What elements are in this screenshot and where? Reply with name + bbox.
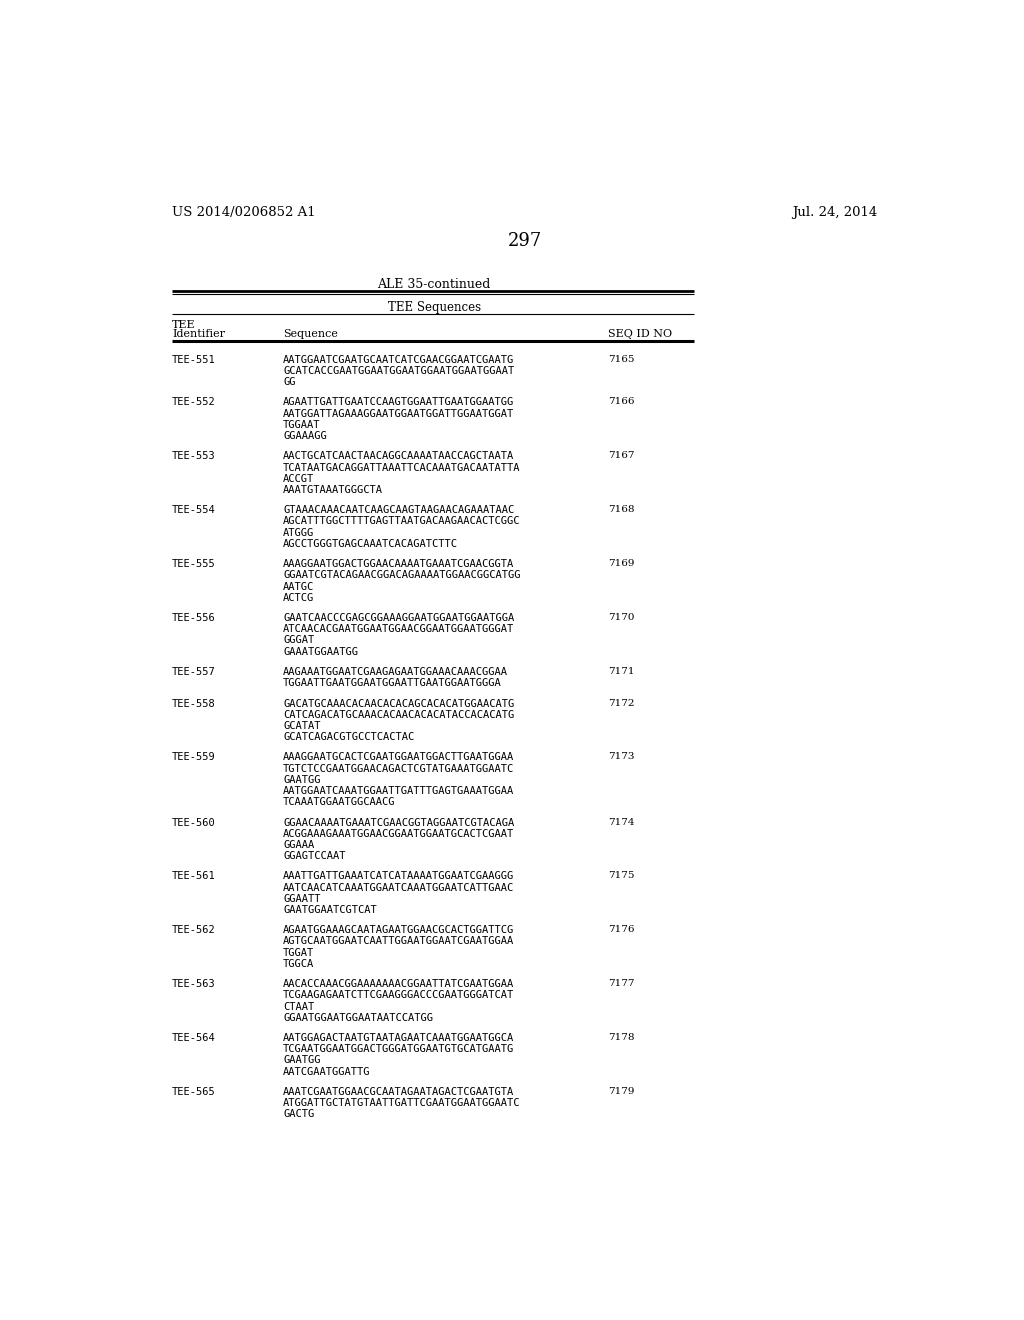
Text: TEE-564: TEE-564 bbox=[172, 1034, 216, 1043]
Text: GTAAACAAACAATCAAGCAAGTAAGAACAGAAATAAC: GTAAACAAACAATCAAGCAAGTAAGAACAGAAATAAC bbox=[283, 506, 514, 515]
Text: 7172: 7172 bbox=[608, 698, 635, 708]
Text: 7176: 7176 bbox=[608, 925, 635, 935]
Text: TEE-557: TEE-557 bbox=[172, 667, 216, 677]
Text: TEE-552: TEE-552 bbox=[172, 397, 216, 408]
Text: AATGGAGACTAATGTAATAGAATCAAATGGAATGGCA: AATGGAGACTAATGTAATAGAATCAAATGGAATGGCA bbox=[283, 1034, 514, 1043]
Text: ACCGT: ACCGT bbox=[283, 474, 314, 483]
Text: GAATGG: GAATGG bbox=[283, 1056, 321, 1065]
Text: GGAAAGG: GGAAAGG bbox=[283, 430, 327, 441]
Text: GAATGG: GAATGG bbox=[283, 775, 321, 785]
Text: ATCAACACGAATGGAATGGAACGGAATGGAATGGGAT: ATCAACACGAATGGAATGGAACGGAATGGAATGGGAT bbox=[283, 624, 514, 634]
Text: AACTGCATCAACTAACAGGCAAAATAACCAGCTAATA: AACTGCATCAACTAACAGGCAAAATAACCAGCTAATA bbox=[283, 451, 514, 462]
Text: ACGGAAAGAAATGGAACGGAATGGAATGCACTCGAAT: ACGGAAAGAAATGGAACGGAATGGAATGCACTCGAAT bbox=[283, 829, 514, 838]
Text: GGAAA: GGAAA bbox=[283, 840, 314, 850]
Text: TEE-560: TEE-560 bbox=[172, 817, 216, 828]
Text: GACATGCAAACACAACACACAGCACACATGGAACATG: GACATGCAAACACAACACACAGCACACATGGAACATG bbox=[283, 698, 514, 709]
Text: AATCAACATCAAATGGAATCAAATGGAATCATTGAAC: AATCAACATCAAATGGAATCAAATGGAATCATTGAAC bbox=[283, 883, 514, 892]
Text: GCATCAGACGTGCCTCACTAC: GCATCAGACGTGCCTCACTAC bbox=[283, 733, 415, 742]
Text: 7177: 7177 bbox=[608, 979, 635, 989]
Text: AAATCGAATGGAACGCAATAGAATAGACTCGAATGTA: AAATCGAATGGAACGCAATAGAATAGACTCGAATGTA bbox=[283, 1088, 514, 1097]
Text: ALE 35-continued: ALE 35-continued bbox=[378, 277, 490, 290]
Text: TEE-554: TEE-554 bbox=[172, 506, 216, 515]
Text: TEE-565: TEE-565 bbox=[172, 1088, 216, 1097]
Text: GCATCACCGAATGGAATGGAATGGAATGGAATGGAAT: GCATCACCGAATGGAATGGAATGGAATGGAATGGAAT bbox=[283, 366, 514, 376]
Text: TGTCTCCGAATGGAACAGACTCGTATGAAATGGAATC: TGTCTCCGAATGGAACAGACTCGTATGAAATGGAATC bbox=[283, 763, 514, 774]
Text: 7174: 7174 bbox=[608, 817, 635, 826]
Text: ATGGG: ATGGG bbox=[283, 528, 314, 537]
Text: AGCCTGGGTGAGCAAATCACAGATCTTC: AGCCTGGGTGAGCAAATCACAGATCTTC bbox=[283, 539, 458, 549]
Text: GAATGGAATCGTCAT: GAATGGAATCGTCAT bbox=[283, 906, 377, 915]
Text: AGTGCAATGGAATCAATTGGAATGGAATCGAATGGAA: AGTGCAATGGAATCAATTGGAATGGAATCGAATGGAA bbox=[283, 936, 514, 946]
Text: TEE-562: TEE-562 bbox=[172, 925, 216, 936]
Text: AGAATTGATTGAATCCAAGTGGAATTGAATGGAATGG: AGAATTGATTGAATCCAAGTGGAATTGAATGGAATGG bbox=[283, 397, 514, 408]
Text: AGCATTTGGCTTTTGAGTTAATGACAAGAACACTCGGC: AGCATTTGGCTTTTGAGTTAATGACAAGAACACTCGGC bbox=[283, 516, 520, 527]
Text: GAATCAACCCGAGCGGAAAGGAATGGAATGGAATGGA: GAATCAACCCGAGCGGAAAGGAATGGAATGGAATGGA bbox=[283, 612, 514, 623]
Text: TEE-559: TEE-559 bbox=[172, 752, 216, 763]
Text: AATGGAATCAAATGGAATTGATTTGAGTGAAATGGAA: AATGGAATCAAATGGAATTGATTTGAGTGAAATGGAA bbox=[283, 785, 514, 796]
Text: 7173: 7173 bbox=[608, 752, 635, 762]
Text: AATGGATTAGAAAGGAATGGAATGGATTGGAATGGAT: AATGGATTAGAAAGGAATGGAATGGATTGGAATGGAT bbox=[283, 409, 514, 418]
Text: 7175: 7175 bbox=[608, 871, 635, 880]
Text: TCATAATGACAGGATTAAATTCACAAATGACAATATTA: TCATAATGACAGGATTAAATTCACAAATGACAATATTA bbox=[283, 462, 520, 473]
Text: 7166: 7166 bbox=[608, 397, 635, 407]
Text: AAGAAATGGAATCGAAGAGAATGGAAACAAACGGAA: AAGAAATGGAATCGAAGAGAATGGAAACAAACGGAA bbox=[283, 667, 508, 677]
Text: AATGC: AATGC bbox=[283, 582, 314, 591]
Text: GGAATCGTACAGAACGGACAGAAAATGGAACGGCATGG: GGAATCGTACAGAACGGACAGAAAATGGAACGGCATGG bbox=[283, 570, 520, 581]
Text: GGGAT: GGGAT bbox=[283, 635, 314, 645]
Text: GGAACAAAATGAAATCGAACGGTAGGAATCGTACAGA: GGAACAAAATGAAATCGAACGGTAGGAATCGTACAGA bbox=[283, 817, 514, 828]
Text: 7171: 7171 bbox=[608, 667, 635, 676]
Text: TEE-558: TEE-558 bbox=[172, 698, 216, 709]
Text: TEE-555: TEE-555 bbox=[172, 560, 216, 569]
Text: Identifier: Identifier bbox=[172, 330, 225, 339]
Text: GAAATGGAATGG: GAAATGGAATGG bbox=[283, 647, 358, 656]
Text: TCGAAGAGAATCTTCGAAGGGACCCGAATGGGATCAT: TCGAAGAGAATCTTCGAAGGGACCCGAATGGGATCAT bbox=[283, 990, 514, 1001]
Text: TGGCA: TGGCA bbox=[283, 958, 314, 969]
Text: 7167: 7167 bbox=[608, 451, 635, 461]
Text: 297: 297 bbox=[508, 231, 542, 249]
Text: 7170: 7170 bbox=[608, 612, 635, 622]
Text: Sequence: Sequence bbox=[283, 330, 338, 339]
Text: GGAATGGAATGGAATAATCCATGG: GGAATGGAATGGAATAATCCATGG bbox=[283, 1012, 433, 1023]
Text: CATCAGACATGCAAACACAACACACATACCACACATG: CATCAGACATGCAAACACAACACACATACCACACATG bbox=[283, 710, 514, 719]
Text: AATCGAATGGATTG: AATCGAATGGATTG bbox=[283, 1067, 371, 1077]
Text: ATGGATTGCTATGTAATTGATTCGAATGGAATGGAATC: ATGGATTGCTATGTAATTGATTCGAATGGAATGGAATC bbox=[283, 1098, 520, 1109]
Text: 7178: 7178 bbox=[608, 1034, 635, 1041]
Text: AAAGGAATGCACTCGAATGGAATGGACTTGAATGGAA: AAAGGAATGCACTCGAATGGAATGGACTTGAATGGAA bbox=[283, 752, 514, 763]
Text: AAAGGAATGGACTGGAACAAAATGAAATCGAACGGTA: AAAGGAATGGACTGGAACAAAATGAAATCGAACGGTA bbox=[283, 560, 514, 569]
Text: GGAATT: GGAATT bbox=[283, 894, 321, 904]
Text: TEE-563: TEE-563 bbox=[172, 979, 216, 989]
Text: 7179: 7179 bbox=[608, 1088, 635, 1096]
Text: TGGAATTGAATGGAATGGAATTGAATGGAATGGGA: TGGAATTGAATGGAATGGAATTGAATGGAATGGGA bbox=[283, 678, 502, 688]
Text: TCAAATGGAATGGCAACG: TCAAATGGAATGGCAACG bbox=[283, 797, 395, 807]
Text: TEE-551: TEE-551 bbox=[172, 355, 216, 364]
Text: TEE: TEE bbox=[172, 321, 196, 330]
Text: AATGGAATCGAATGCAATCATCGAACGGAATCGAATG: AATGGAATCGAATGCAATCATCGAACGGAATCGAATG bbox=[283, 355, 514, 364]
Text: ACTCG: ACTCG bbox=[283, 593, 314, 603]
Text: AACACCAAACGGAAAAAAACGGAATTATCGAATGGAA: AACACCAAACGGAAAAAAACGGAATTATCGAATGGAA bbox=[283, 979, 514, 989]
Text: TEE-553: TEE-553 bbox=[172, 451, 216, 462]
Text: US 2014/0206852 A1: US 2014/0206852 A1 bbox=[172, 206, 315, 219]
Text: 7169: 7169 bbox=[608, 560, 635, 568]
Text: TEE Sequences: TEE Sequences bbox=[387, 301, 480, 314]
Text: GCATAT: GCATAT bbox=[283, 721, 321, 731]
Text: AAATGTAAATGGGCTA: AAATGTAAATGGGCTA bbox=[283, 484, 383, 495]
Text: AAATTGATTGAAATCATCATAAAATGGAATCGAAGGG: AAATTGATTGAAATCATCATAAAATGGAATCGAAGGG bbox=[283, 871, 514, 882]
Text: SEQ ID NO: SEQ ID NO bbox=[608, 330, 673, 339]
Text: Jul. 24, 2014: Jul. 24, 2014 bbox=[793, 206, 878, 219]
Text: 7165: 7165 bbox=[608, 355, 635, 364]
Text: TGGAAT: TGGAAT bbox=[283, 420, 321, 430]
Text: GG: GG bbox=[283, 378, 296, 387]
Text: TEE-561: TEE-561 bbox=[172, 871, 216, 882]
Text: TGGAT: TGGAT bbox=[283, 948, 314, 957]
Text: 7168: 7168 bbox=[608, 506, 635, 515]
Text: GGAGTCCAAT: GGAGTCCAAT bbox=[283, 851, 345, 861]
Text: TCGAATGGAATGGACTGGGATGGAATGTGCATGAATG: TCGAATGGAATGGACTGGGATGGAATGTGCATGAATG bbox=[283, 1044, 514, 1055]
Text: TEE-556: TEE-556 bbox=[172, 612, 216, 623]
Text: GACTG: GACTG bbox=[283, 1109, 314, 1119]
Text: CTAAT: CTAAT bbox=[283, 1002, 314, 1011]
Text: AGAATGGAAAGCAATAGAATGGAACGCACTGGATTCG: AGAATGGAAAGCAATAGAATGGAACGCACTGGATTCG bbox=[283, 925, 514, 936]
